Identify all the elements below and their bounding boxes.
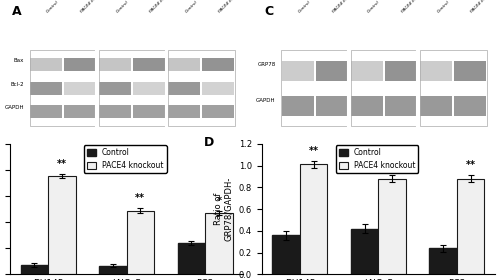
- Bar: [350, 50, 418, 125]
- Bar: [454, 97, 486, 116]
- Text: Control: Control: [115, 0, 129, 13]
- Text: Control: Control: [367, 0, 381, 13]
- Bar: [20, 265, 48, 274]
- Bar: [48, 176, 76, 274]
- Bar: [64, 82, 96, 95]
- Text: C: C: [264, 5, 274, 18]
- Text: PACE4 knockout: PACE4 knockout: [80, 0, 108, 13]
- Bar: [202, 105, 234, 118]
- Bar: [30, 82, 62, 95]
- Text: A: A: [12, 5, 22, 18]
- Bar: [205, 213, 233, 274]
- Bar: [133, 58, 165, 71]
- Text: GAPDH: GAPDH: [4, 105, 24, 110]
- Bar: [378, 179, 406, 274]
- Text: Control: Control: [46, 0, 60, 13]
- Text: PACE4 knockout: PACE4 knockout: [332, 0, 359, 13]
- Legend: Control, PACE4 knockout: Control, PACE4 knockout: [84, 145, 166, 173]
- Text: *: *: [390, 160, 394, 170]
- Bar: [385, 61, 417, 81]
- Text: Control: Control: [184, 0, 198, 13]
- Bar: [168, 105, 200, 118]
- Text: PACE4 knockout: PACE4 knockout: [470, 0, 498, 13]
- Bar: [351, 97, 383, 116]
- Text: **: **: [466, 160, 475, 170]
- Text: **: **: [57, 159, 67, 169]
- Bar: [420, 50, 486, 125]
- Bar: [30, 105, 62, 118]
- Bar: [99, 82, 131, 95]
- Text: Control: Control: [298, 0, 312, 13]
- Y-axis label: Ratio of
GRP78/GAPDH-: Ratio of GRP78/GAPDH-: [214, 177, 234, 241]
- Bar: [168, 50, 235, 125]
- Bar: [351, 61, 383, 81]
- Bar: [282, 61, 314, 81]
- Bar: [202, 58, 234, 71]
- Text: Control: Control: [436, 0, 450, 13]
- Bar: [385, 97, 417, 116]
- Text: GRP78: GRP78: [258, 62, 276, 67]
- Bar: [202, 82, 234, 95]
- Bar: [99, 265, 126, 274]
- Bar: [168, 82, 200, 95]
- Bar: [126, 211, 154, 274]
- Text: GAPDH: GAPDH: [256, 97, 276, 102]
- Bar: [351, 229, 378, 274]
- Bar: [300, 164, 328, 274]
- Bar: [430, 248, 457, 274]
- Bar: [178, 243, 205, 274]
- Legend: Control, PACE4 knockout: Control, PACE4 knockout: [336, 145, 418, 173]
- Bar: [457, 179, 484, 274]
- Text: *: *: [216, 196, 222, 206]
- Text: PACE4 knockout: PACE4 knockout: [149, 0, 177, 13]
- Bar: [282, 50, 348, 125]
- Text: Bcl-2: Bcl-2: [10, 82, 24, 87]
- Text: Bax: Bax: [14, 58, 24, 63]
- Bar: [316, 61, 348, 81]
- Bar: [30, 58, 62, 71]
- Text: PACE4 knockout: PACE4 knockout: [218, 0, 246, 13]
- Bar: [99, 50, 166, 125]
- Bar: [282, 97, 314, 116]
- Bar: [168, 58, 200, 71]
- Bar: [133, 105, 165, 118]
- Bar: [64, 58, 96, 71]
- Bar: [30, 50, 96, 125]
- Bar: [133, 82, 165, 95]
- Bar: [454, 61, 486, 81]
- Text: **: **: [136, 193, 145, 203]
- Text: PACE4 knockout: PACE4 knockout: [401, 0, 428, 13]
- Bar: [272, 235, 300, 274]
- Text: **: **: [308, 146, 318, 156]
- Text: D: D: [204, 136, 214, 149]
- Bar: [64, 105, 96, 118]
- Bar: [99, 105, 131, 118]
- Bar: [420, 61, 452, 81]
- Bar: [420, 97, 452, 116]
- Bar: [99, 58, 131, 71]
- Bar: [316, 97, 348, 116]
